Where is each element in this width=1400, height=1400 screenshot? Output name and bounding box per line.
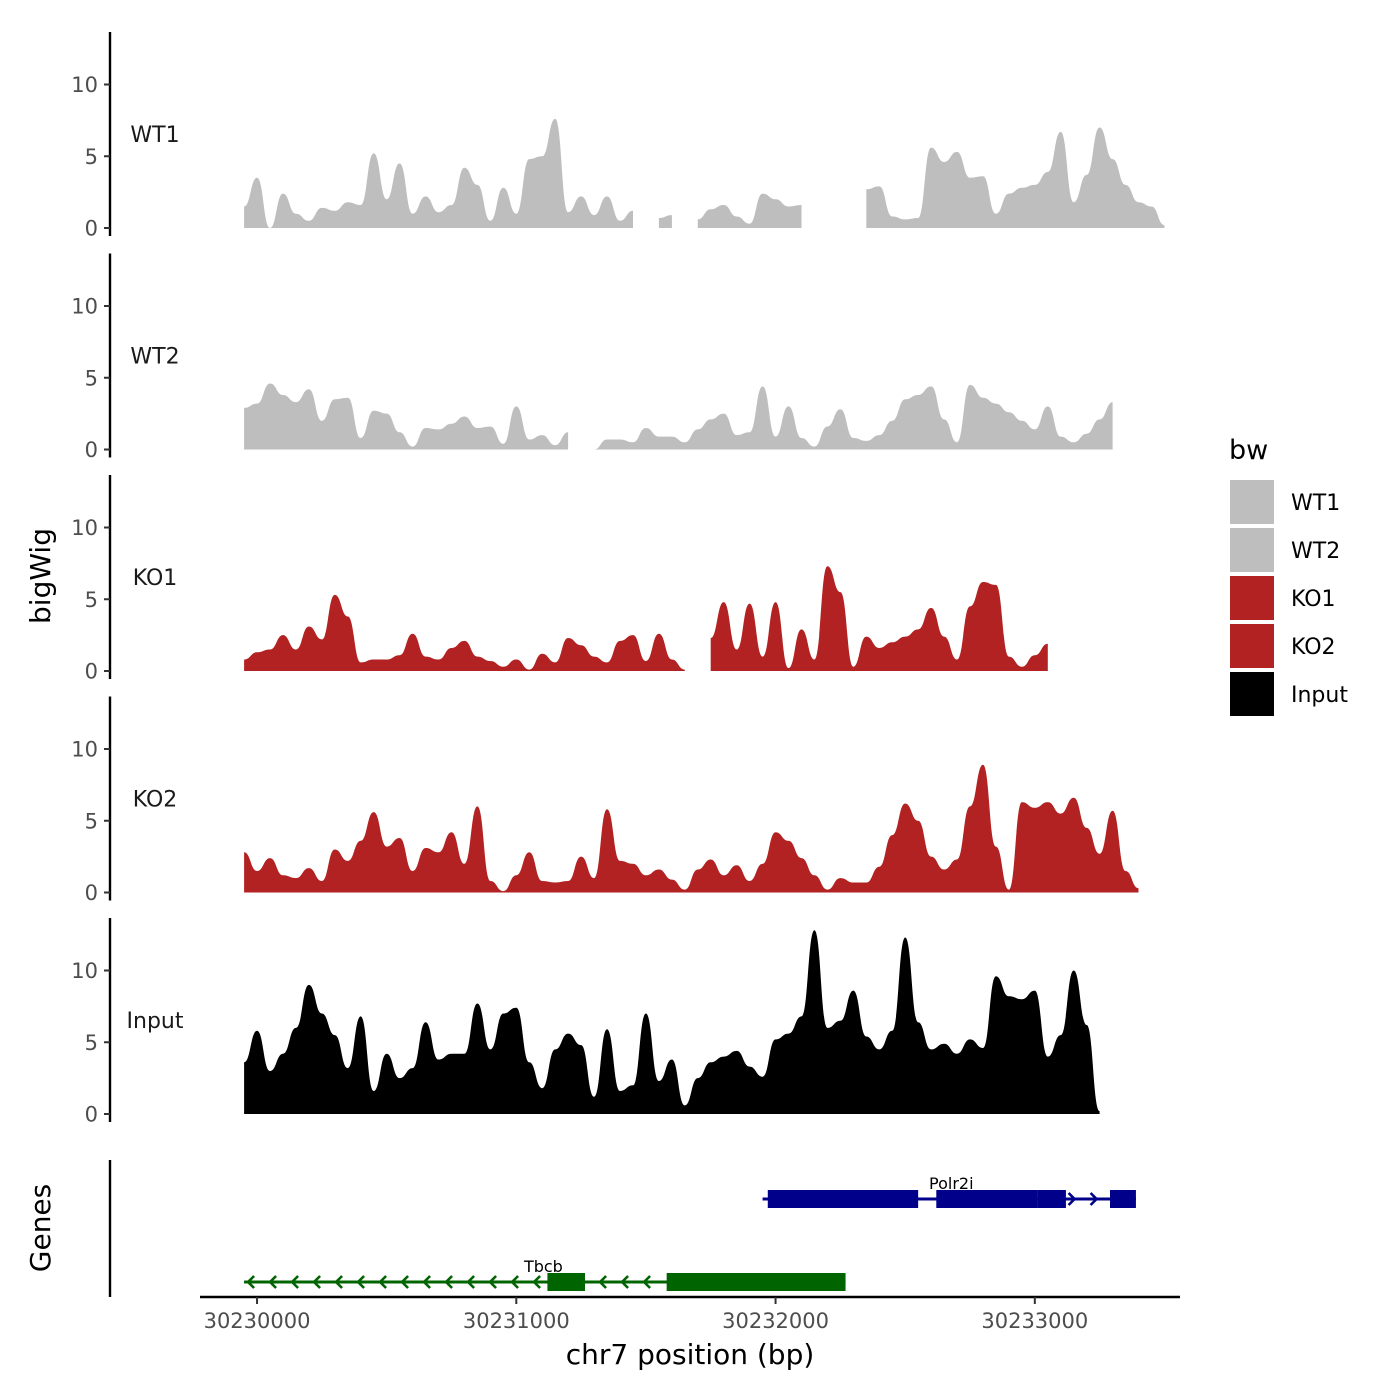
strand-arrow [620,1275,629,1289]
coverage-area-ko2-0 [244,764,1139,893]
strand-arrow [532,1275,541,1289]
y-axis-title: bigWig [24,528,57,624]
gene-polr2i: Polr2i [762,1174,1136,1208]
gene-label-polr2i: Polr2i [929,1174,974,1193]
strand-arrow [312,1275,321,1289]
coverage-area-wt1-2 [697,193,802,228]
track-label-wt1: WT1 [130,123,179,148]
strand-arrow [356,1275,365,1289]
track-label-ko2: KO2 [133,788,178,813]
exon-tbcb-0 [547,1273,585,1291]
y-tick-label: 0 [85,217,98,241]
strand-arrow [378,1275,387,1289]
exon-polr2i-2 [1037,1190,1066,1208]
coverage-area-wt1-0 [244,118,633,228]
coverage-area-input-0 [244,930,1100,1114]
y-tick-label: 10 [71,959,98,983]
track-label-input: Input [127,1009,184,1034]
x-tick-label: 30231000 [463,1309,570,1333]
strand-arrow [488,1275,497,1289]
coverage-area-ko1-1 [710,566,1048,671]
strand-arrow [268,1275,277,1289]
x-axis: 30230000 30231000 30232000 30233000 [200,1295,1180,1333]
track-label-ko1: KO1 [133,566,178,591]
legend-swatch-input [1230,672,1274,716]
x-axis-title: chr7 position (bp) [566,1338,815,1371]
track-input: 0 5 10 Input [71,918,1100,1127]
coverage-area-wt1-3 [866,127,1165,228]
x-tick-label: 30233000 [981,1309,1088,1333]
track-ko2: 0 5 10 KO2 [71,696,1139,905]
strand-arrow [246,1275,255,1289]
exon-polr2i-1 [936,1190,1038,1208]
strand-arrow [466,1275,475,1289]
exon-polr2i-3 [1110,1190,1136,1208]
legend-label-input: Input [1291,683,1348,708]
strand-arrow [334,1275,343,1289]
coverage-area-ko1-0 [244,594,685,671]
y-tick-label: 0 [85,1103,98,1127]
y-tick-label: 10 [71,295,98,319]
legend-swatch-ko1 [1230,576,1274,620]
legend-label-wt1: WT1 [1291,491,1340,516]
exon-polr2i-0 [767,1190,919,1208]
legend: bw WT1 WT2 KO1 KO2 Input [1229,435,1348,716]
y-tick-label: 5 [85,366,98,390]
legend-swatch-wt2 [1230,528,1274,572]
track-label-wt2: WT2 [130,345,179,370]
track-ko1: 0 5 10 KO1 [71,475,1048,684]
track-wt1: 0 5 10 WT1 [71,32,1165,241]
strand-arrow [642,1275,651,1289]
legend-label-ko1: KO1 [1291,587,1336,612]
strand-arrow [400,1275,409,1289]
y-tick-label: 10 [71,516,98,540]
genes-panel-title: Genes [24,1184,57,1272]
coverage-area-wt2-0 [244,383,569,450]
strand-arrow [290,1275,299,1289]
legend-label-ko2: KO2 [1291,635,1336,660]
strand-arrow [444,1275,453,1289]
gene-tbcb: Tbcb [244,1257,846,1291]
y-tick-label: 0 [85,881,98,905]
strand-arrow [422,1275,431,1289]
track-wt2: 0 5 10 WT2 [71,253,1113,462]
legend-swatch-wt1 [1230,480,1274,524]
y-tick-label: 0 [85,660,98,684]
gene-label-tbcb: Tbcb [523,1257,563,1276]
x-tick-label: 30230000 [204,1309,311,1333]
strand-arrow [598,1275,607,1289]
coverage-tracks: 0 5 10 WT1 0 5 10 WT2 0 5 10 KO1 0 5 10 KO2 0 5 10 Input [71,32,1165,1127]
legend-label-wt2: WT2 [1291,539,1340,564]
y-tick-label: 5 [85,809,98,833]
strand-arrow [1089,1192,1099,1206]
exon-tbcb-1 [666,1273,846,1291]
coverage-area-wt1-1 [658,215,672,228]
x-tick-label: 30232000 [722,1309,829,1333]
strand-arrow [1067,1192,1077,1206]
legend-swatch-ko2 [1230,624,1274,668]
y-tick-label: 10 [71,738,98,762]
y-tick-label: 0 [85,438,98,462]
y-tick-label: 5 [85,1031,98,1055]
legend-title: bw [1229,435,1268,466]
coverage-area-wt2-1 [594,384,1113,450]
y-tick-label: 5 [85,145,98,169]
strand-arrow [510,1275,519,1289]
gene-annotation-panel: Polr2i Tbcb [108,1160,1136,1297]
y-tick-label: 5 [85,588,98,612]
y-tick-label: 10 [71,73,98,97]
